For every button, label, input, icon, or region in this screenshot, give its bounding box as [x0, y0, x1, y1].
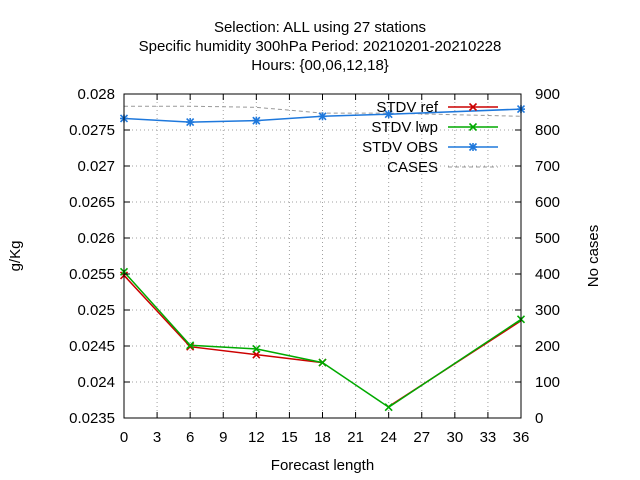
legend-marker-stdv-ref — [468, 102, 478, 112]
x-tick-label: 18 — [314, 429, 331, 446]
y-tick-label: 0.0265 — [69, 194, 115, 211]
y-axis-label: g/Kg — [7, 241, 24, 272]
x-tick-label: 3 — [153, 429, 161, 446]
x-tick-label: 12 — [248, 429, 265, 446]
chart-title-line: Specific humidity 300hPa Period: 2021020… — [139, 38, 502, 55]
y-tick-label: 0.0235 — [69, 410, 115, 427]
y-tick-label: 0.0255 — [69, 266, 115, 283]
data-point-stdv-obs — [252, 116, 261, 125]
legend-marker-stdv-obs — [468, 142, 478, 152]
x-tick-label: 6 — [186, 429, 194, 446]
series-line-stdv-ref — [123, 274, 323, 364]
x-tick-label: 30 — [446, 429, 463, 446]
chart-title-line: Hours: {00,06,12,18} — [251, 57, 389, 74]
data-point-stdv-lwp — [384, 403, 393, 412]
legend-label-stdv-obs: STDV OBS — [362, 139, 438, 156]
legend-marker-stdv-lwp — [468, 122, 478, 132]
grid — [124, 94, 521, 418]
x-tick-label: 36 — [513, 429, 530, 446]
data-point-stdv-lwp — [186, 341, 195, 350]
data-point-stdv-lwp — [318, 358, 327, 367]
y2-tick-label: 200 — [535, 338, 560, 355]
x-tick-label: 9 — [219, 429, 227, 446]
y2-tick-label: 500 — [535, 230, 560, 247]
legend-label-stdv-ref: STDV ref — [376, 99, 439, 116]
y2-tick-label: 700 — [535, 158, 560, 175]
legend-label-stdv-lwp: STDV lwp — [371, 119, 438, 136]
y2-tick-label: 800 — [535, 122, 560, 139]
legend: STDV ref STDV lwp STDV OBS CASES — [362, 99, 498, 176]
data-point-stdv-obs — [384, 110, 393, 119]
y-tick-label: 0.0245 — [69, 338, 115, 355]
x-tick-label: 27 — [413, 429, 430, 446]
series-line-stdv-lwp — [123, 271, 522, 409]
y2-tick-label: 900 — [535, 86, 560, 103]
y2-tick-label: 400 — [535, 266, 560, 283]
x-tick-label: 15 — [281, 429, 298, 446]
data-point-stdv-ref — [186, 342, 195, 351]
x-axis-label: Forecast length — [271, 457, 374, 474]
y2-tick-label: 0 — [535, 410, 543, 427]
chart-title-line: Selection: ALL using 27 stations — [214, 19, 426, 36]
y-tick-label: 0.028 — [77, 86, 115, 103]
data-point-stdv-obs — [186, 118, 195, 127]
y-tick-label: 0.025 — [77, 302, 115, 319]
x-tick-label: 0 — [120, 429, 128, 446]
x-tick-label: 33 — [480, 429, 497, 446]
chart-title: Selection: ALL using 27 stations Specific… — [139, 19, 502, 74]
legend-label-cases: CASES — [387, 159, 438, 176]
x-tick-label: 21 — [347, 429, 364, 446]
series-line-stdv-obs — [123, 108, 522, 123]
y2-axis-label: No cases — [585, 225, 602, 288]
y2-tick-label: 300 — [535, 302, 560, 319]
y2-tick-label: 100 — [535, 374, 560, 391]
y-tick-label: 0.027 — [77, 158, 115, 175]
y-tick-label: 0.024 — [77, 374, 115, 391]
x-tick-label: 24 — [380, 429, 397, 446]
data-point-stdv-lwp — [252, 344, 261, 353]
axis-ticks: 0 3 6 9 12 15 18 21 24 27 30 33 360.02350.0240.02450… — [69, 86, 560, 446]
y-tick-label: 0.026 — [77, 230, 115, 247]
y-tick-label: 0.0275 — [69, 122, 115, 139]
y2-tick-label: 600 — [535, 194, 560, 211]
data-point-stdv-obs — [318, 112, 327, 121]
